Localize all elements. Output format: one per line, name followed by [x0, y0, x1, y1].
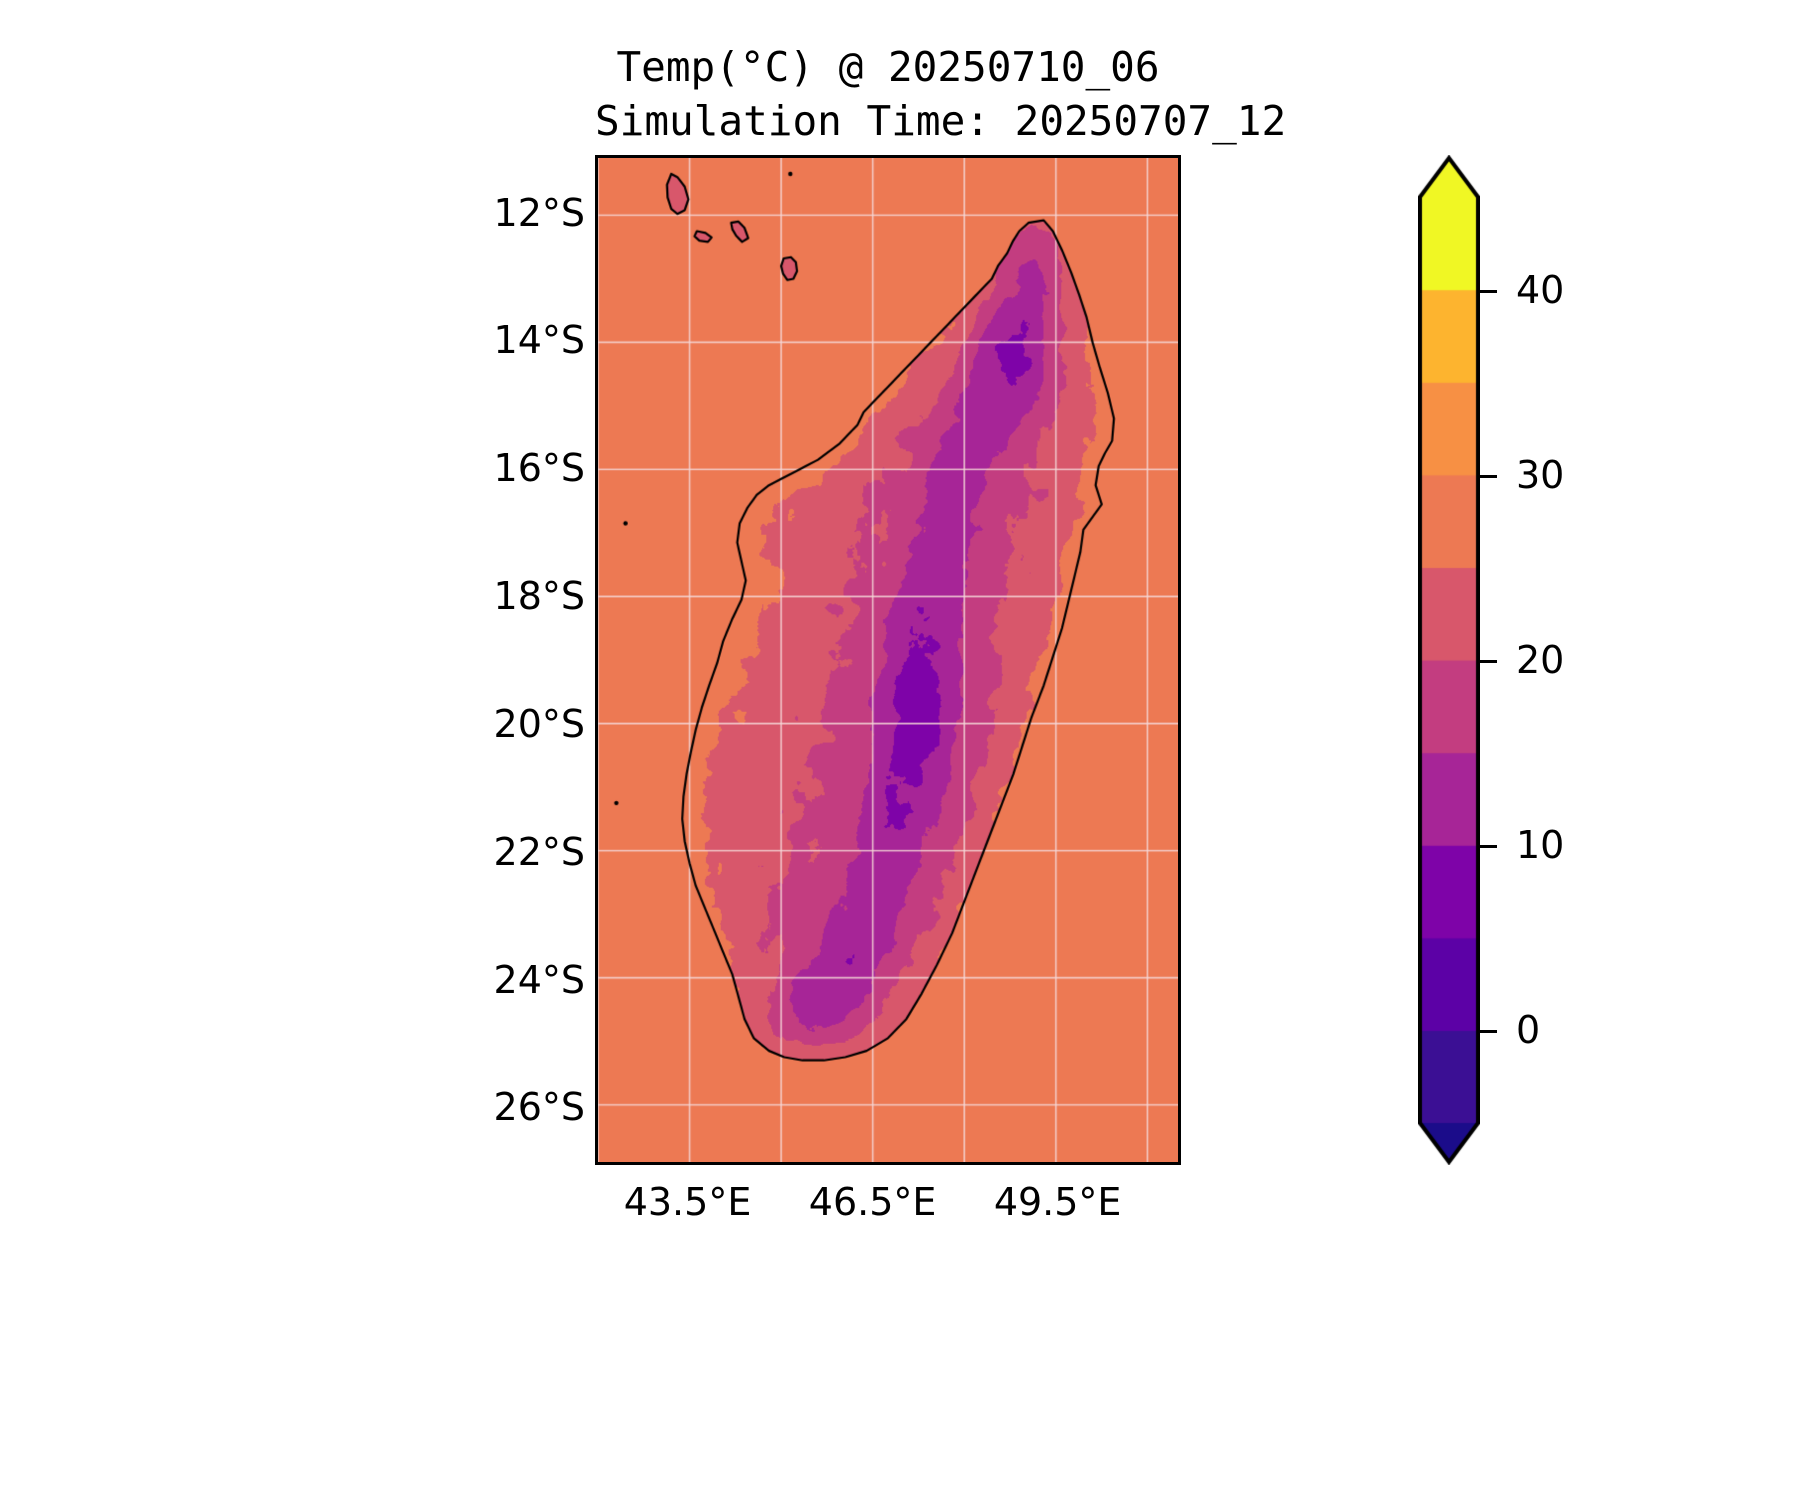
- latitude-tick-label: 20°S: [493, 701, 585, 746]
- longitude-tick-label: 43.5°E: [623, 1180, 752, 1224]
- colorbar-tick-mark: [1480, 474, 1497, 478]
- colorbar-tick-label: 10: [1516, 823, 1565, 868]
- latitude-tick-label: 26°S: [493, 1085, 585, 1130]
- colorbar-tick-mark: [1480, 845, 1497, 849]
- latitude-tick-label: 16°S: [493, 446, 585, 491]
- colorbar-gradient: [1418, 155, 1480, 1165]
- latitude-tick-label: 18°S: [493, 574, 585, 619]
- title-line-1: Temp(°C) @ 20250710_06: [616, 43, 1160, 91]
- temperature-field: [598, 158, 1178, 1162]
- colorbar: [1418, 155, 1480, 1165]
- colorbar-tick-mark: [1480, 289, 1497, 293]
- colorbar-tick-label: 20: [1516, 638, 1565, 682]
- longitude-tick-label: 46.5°E: [808, 1180, 937, 1224]
- longitude-tick-label: 49.5°E: [993, 1180, 1122, 1224]
- colorbar-tick-mark: [1480, 660, 1497, 663]
- colorbar-tick-label: 40: [1516, 267, 1565, 312]
- colorbar-tick-label: 30: [1516, 452, 1565, 497]
- latitude-tick-label: 14°S: [493, 318, 585, 363]
- latitude-tick-label: 24°S: [493, 957, 585, 1002]
- plot-title: Temp(°C) @ 20250710_06 Simulation Time: …: [595, 40, 1287, 148]
- latitude-tick-label: 12°S: [493, 190, 585, 235]
- map-plot-area: [595, 155, 1181, 1165]
- title-line-2: Simulation Time: 20250707_12: [595, 97, 1287, 146]
- latitude-tick-label: 22°S: [493, 829, 585, 874]
- colorbar-tick-mark: [1480, 1030, 1497, 1034]
- colorbar-tick-label: 0: [1516, 1008, 1541, 1053]
